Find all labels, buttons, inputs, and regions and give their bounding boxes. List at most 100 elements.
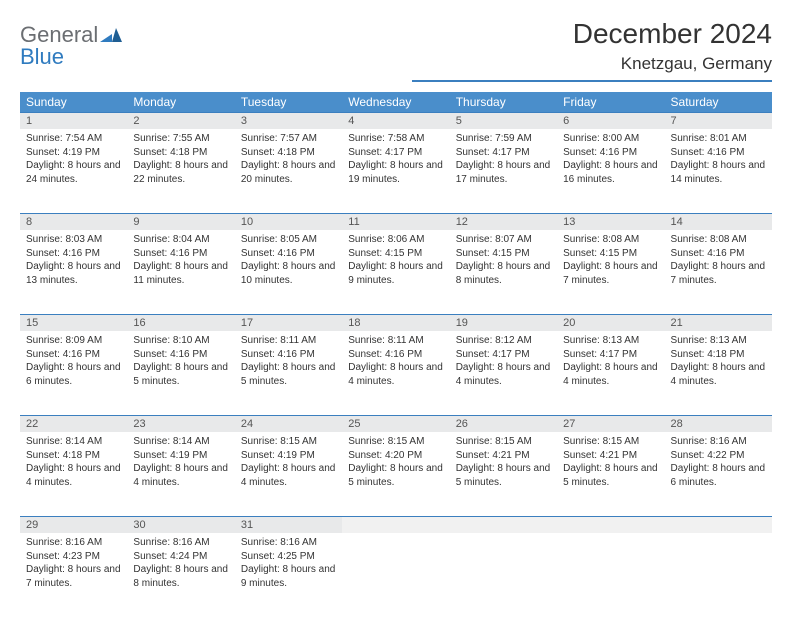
- logo-mark-icon: [100, 28, 122, 42]
- day-cell-content: Sunrise: 8:15 AMSunset: 4:21 PMDaylight:…: [450, 432, 557, 495]
- daylight-text: Daylight: 8 hours and 6 minutes.: [26, 361, 121, 388]
- sunset-text: Sunset: 4:16 PM: [671, 247, 766, 261]
- day-cell: Sunrise: 8:11 AMSunset: 4:16 PMDaylight:…: [235, 331, 342, 416]
- sunrise-text: Sunrise: 8:13 AM: [563, 334, 658, 348]
- day-number-cell: 31: [235, 517, 342, 534]
- sunset-text: Sunset: 4:16 PM: [133, 348, 228, 362]
- day-cell-content: Sunrise: 8:13 AMSunset: 4:17 PMDaylight:…: [557, 331, 664, 394]
- day-number-row: 293031: [20, 517, 772, 534]
- sunrise-text: Sunrise: 8:14 AM: [133, 435, 228, 449]
- day-cell: Sunrise: 8:15 AMSunset: 4:21 PMDaylight:…: [557, 432, 664, 517]
- day-cell-content: Sunrise: 8:14 AMSunset: 4:19 PMDaylight:…: [127, 432, 234, 495]
- day-number-cell: 7: [665, 113, 772, 130]
- sunset-text: Sunset: 4:23 PM: [26, 550, 121, 564]
- day-number-cell: 11: [342, 214, 449, 231]
- sunrise-text: Sunrise: 7:58 AM: [348, 132, 443, 146]
- sunrise-text: Sunrise: 7:57 AM: [241, 132, 336, 146]
- daylight-text: Daylight: 8 hours and 5 minutes.: [563, 462, 658, 489]
- daylight-text: Daylight: 8 hours and 19 minutes.: [348, 159, 443, 186]
- day-cell: Sunrise: 8:01 AMSunset: 4:16 PMDaylight:…: [665, 129, 772, 214]
- day-cell: Sunrise: 7:59 AMSunset: 4:17 PMDaylight:…: [450, 129, 557, 214]
- sunrise-text: Sunrise: 8:08 AM: [671, 233, 766, 247]
- sunrise-text: Sunrise: 7:55 AM: [133, 132, 228, 146]
- day-number-cell: 18: [342, 315, 449, 332]
- day-cell-content: Sunrise: 8:04 AMSunset: 4:16 PMDaylight:…: [127, 230, 234, 293]
- sunset-text: Sunset: 4:20 PM: [348, 449, 443, 463]
- day-cell-content: Sunrise: 8:10 AMSunset: 4:16 PMDaylight:…: [127, 331, 234, 394]
- daylight-text: Daylight: 8 hours and 7 minutes.: [26, 563, 121, 590]
- day-cell: Sunrise: 7:58 AMSunset: 4:17 PMDaylight:…: [342, 129, 449, 214]
- sunset-text: Sunset: 4:16 PM: [348, 348, 443, 362]
- logo-text: General Blue: [20, 24, 122, 68]
- daylight-text: Daylight: 8 hours and 5 minutes.: [456, 462, 551, 489]
- day-number-cell: 3: [235, 113, 342, 130]
- day-number-cell: 30: [127, 517, 234, 534]
- day-number-cell: 5: [450, 113, 557, 130]
- sunrise-text: Sunrise: 8:16 AM: [671, 435, 766, 449]
- sunrise-text: Sunrise: 8:10 AM: [133, 334, 228, 348]
- sunset-text: Sunset: 4:16 PM: [671, 146, 766, 160]
- sunset-text: Sunset: 4:25 PM: [241, 550, 336, 564]
- day-number-cell: 16: [127, 315, 234, 332]
- day-number-cell: [450, 517, 557, 534]
- day-cell: Sunrise: 8:00 AMSunset: 4:16 PMDaylight:…: [557, 129, 664, 214]
- weekday-header-row: Sunday Monday Tuesday Wednesday Thursday…: [20, 92, 772, 113]
- day-cell-content: Sunrise: 8:13 AMSunset: 4:18 PMDaylight:…: [665, 331, 772, 394]
- day-cell: Sunrise: 8:10 AMSunset: 4:16 PMDaylight:…: [127, 331, 234, 416]
- title-block: December 2024 Knetzgau, Germany: [412, 18, 772, 82]
- day-cell: [450, 533, 557, 617]
- day-cell-content: Sunrise: 8:01 AMSunset: 4:16 PMDaylight:…: [665, 129, 772, 192]
- day-cell-content: Sunrise: 7:55 AMSunset: 4:18 PMDaylight:…: [127, 129, 234, 192]
- day-number-cell: 27: [557, 416, 664, 433]
- page: General Blue December 2024 Knetzgau, Ger…: [0, 0, 792, 612]
- sunset-text: Sunset: 4:15 PM: [348, 247, 443, 261]
- daylight-text: Daylight: 8 hours and 22 minutes.: [133, 159, 228, 186]
- day-cell: Sunrise: 8:16 AMSunset: 4:23 PMDaylight:…: [20, 533, 127, 617]
- sunset-text: Sunset: 4:15 PM: [563, 247, 658, 261]
- day-cell-content: Sunrise: 8:15 AMSunset: 4:19 PMDaylight:…: [235, 432, 342, 495]
- daylight-text: Daylight: 8 hours and 6 minutes.: [671, 462, 766, 489]
- weekday-header: Friday: [557, 92, 664, 113]
- day-number-row: 891011121314: [20, 214, 772, 231]
- day-number-cell: 17: [235, 315, 342, 332]
- sunrise-text: Sunrise: 8:13 AM: [671, 334, 766, 348]
- day-cell: Sunrise: 8:06 AMSunset: 4:15 PMDaylight:…: [342, 230, 449, 315]
- sunrise-text: Sunrise: 8:15 AM: [241, 435, 336, 449]
- daylight-text: Daylight: 8 hours and 5 minutes.: [133, 361, 228, 388]
- day-cell: Sunrise: 8:15 AMSunset: 4:21 PMDaylight:…: [450, 432, 557, 517]
- sunrise-text: Sunrise: 8:07 AM: [456, 233, 551, 247]
- day-number-cell: [342, 517, 449, 534]
- day-cell-content: Sunrise: 8:06 AMSunset: 4:15 PMDaylight:…: [342, 230, 449, 293]
- day-cell: [665, 533, 772, 617]
- day-cell-content: Sunrise: 8:11 AMSunset: 4:16 PMDaylight:…: [342, 331, 449, 394]
- weekday-header: Monday: [127, 92, 234, 113]
- day-cell: [342, 533, 449, 617]
- sunrise-text: Sunrise: 8:16 AM: [133, 536, 228, 550]
- sunrise-text: Sunrise: 8:03 AM: [26, 233, 121, 247]
- day-cell: Sunrise: 8:16 AMSunset: 4:25 PMDaylight:…: [235, 533, 342, 617]
- day-content-row: Sunrise: 8:09 AMSunset: 4:16 PMDaylight:…: [20, 331, 772, 416]
- sunrise-text: Sunrise: 7:54 AM: [26, 132, 121, 146]
- day-cell: [557, 533, 664, 617]
- sunset-text: Sunset: 4:19 PM: [241, 449, 336, 463]
- weekday-header: Saturday: [665, 92, 772, 113]
- day-number-cell: 9: [127, 214, 234, 231]
- day-number-cell: 20: [557, 315, 664, 332]
- daylight-text: Daylight: 8 hours and 4 minutes.: [671, 361, 766, 388]
- day-cell-content: Sunrise: 8:16 AMSunset: 4:25 PMDaylight:…: [235, 533, 342, 596]
- day-cell-content: Sunrise: 8:03 AMSunset: 4:16 PMDaylight:…: [20, 230, 127, 293]
- daylight-text: Daylight: 8 hours and 7 minutes.: [671, 260, 766, 287]
- location-label: Knetzgau, Germany: [412, 54, 772, 82]
- daylight-text: Daylight: 8 hours and 8 minutes.: [456, 260, 551, 287]
- sunrise-text: Sunrise: 8:05 AM: [241, 233, 336, 247]
- weekday-header: Thursday: [450, 92, 557, 113]
- day-cell: Sunrise: 8:15 AMSunset: 4:19 PMDaylight:…: [235, 432, 342, 517]
- day-cell: Sunrise: 8:05 AMSunset: 4:16 PMDaylight:…: [235, 230, 342, 315]
- daylight-text: Daylight: 8 hours and 4 minutes.: [26, 462, 121, 489]
- day-cell: Sunrise: 8:14 AMSunset: 4:19 PMDaylight:…: [127, 432, 234, 517]
- day-cell-content: Sunrise: 7:54 AMSunset: 4:19 PMDaylight:…: [20, 129, 127, 192]
- day-number-cell: [665, 517, 772, 534]
- day-cell-content: Sunrise: 8:16 AMSunset: 4:23 PMDaylight:…: [20, 533, 127, 596]
- daylight-text: Daylight: 8 hours and 14 minutes.: [671, 159, 766, 186]
- sunset-text: Sunset: 4:17 PM: [456, 348, 551, 362]
